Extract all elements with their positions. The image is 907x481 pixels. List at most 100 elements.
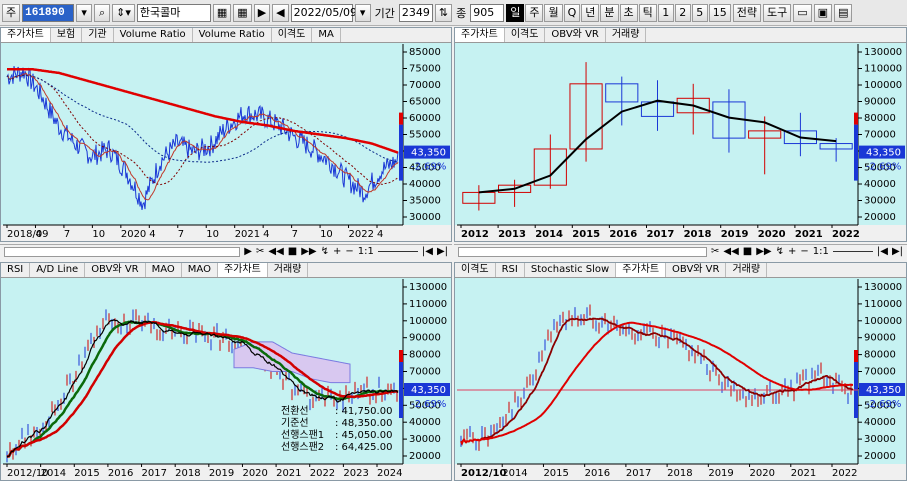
ma-long-line [7, 68, 399, 154]
panel-tab-2[interactable]: Stochastic Slow [525, 263, 617, 277]
first-page-icon[interactable]: |◀ [876, 246, 888, 257]
y-tick-label: 70000 [864, 367, 896, 378]
x-tick-label: 2016 [609, 229, 637, 240]
x-tick-label: 10 [320, 229, 333, 240]
interval-button-4[interactable]: 년 [581, 3, 600, 22]
draw-icon[interactable]: ↯ [775, 246, 784, 257]
panel-tab-0[interactable]: 주가차트 [1, 28, 51, 42]
panel-tab-6[interactable]: 거래량 [268, 263, 309, 277]
panel-tab-1[interactable]: RSI [496, 263, 525, 277]
price-chart-svg[interactable]: 8500075000700006500060000550005000045000… [1, 28, 451, 241]
minus-icon[interactable]: − [800, 246, 809, 257]
last-page-icon[interactable]: ▶| [436, 246, 448, 257]
panel-tab-0[interactable]: 주가차트 [455, 28, 505, 42]
strategy-button[interactable]: 전략 [732, 3, 762, 22]
interval-button-8[interactable]: 1 [657, 3, 674, 22]
x-tick-label: 2015 [74, 468, 99, 479]
panel-tab-3[interactable]: 거래량 [606, 28, 647, 42]
panel-tab-0[interactable]: 이격도 [455, 263, 496, 277]
y-tick-label: 30000 [864, 434, 896, 445]
favorite-button[interactable]: ▦ [212, 3, 232, 22]
panel-tab-2[interactable]: OBV와 VR [545, 28, 606, 42]
panel-tab-3[interactable]: 주가차트 [616, 263, 667, 277]
zoom-out-icon[interactable]: ◀◀ [268, 246, 284, 257]
stop-icon[interactable]: ■ [287, 246, 298, 257]
panel-tab-4[interactable]: MAO [182, 263, 218, 277]
tools-button[interactable]: 도구 [763, 3, 792, 22]
date-input[interactable]: 2022/05/09 [290, 3, 357, 22]
scroll-left-icon[interactable]: ▶ [244, 246, 252, 257]
x-tick-label: 2019 [209, 468, 234, 479]
minus-icon[interactable]: − [345, 246, 354, 257]
last-page-icon[interactable]: ▶| [891, 246, 903, 257]
link-button[interactable]: ▦ [233, 3, 252, 22]
panel-tab-1[interactable]: 이격도 [505, 28, 546, 42]
chart-panel-top-left[interactable]: 주가차트 보험 기관 Volume Ratio Volume Ratio 이격도 MA 850… [0, 27, 452, 242]
interval-button-7[interactable]: 틱 [638, 3, 657, 22]
y-tick-label: 110000 [409, 299, 447, 310]
scrollbar-track-left[interactable] [4, 246, 241, 257]
panel-tab-2[interactable]: OBV와 VR [85, 263, 146, 277]
prev-arrow-icon[interactable]: ◀ [272, 3, 289, 22]
chart-panel-bottom-right[interactable]: 이격도 RSI Stochastic Slow 주가차트 OBV와 VR 거래량 13000… [454, 262, 907, 481]
next-arrow-icon[interactable]: ▶ [253, 3, 271, 22]
stock-code-input[interactable]: 161890 [22, 3, 75, 22]
panel-tab-0[interactable]: RSI [1, 263, 31, 277]
interval-button-3[interactable]: Q [563, 3, 581, 22]
draw-icon[interactable]: ↯ [320, 246, 329, 257]
interval-button-9[interactable]: 2 [674, 3, 691, 22]
interval-button-5[interactable]: 분 [600, 3, 619, 22]
panel-tab-3[interactable]: MAO [146, 263, 182, 277]
panel-tab-4[interactable]: OBV와 VR [666, 263, 727, 277]
price-chart-svg[interactable]: 1300001100001000009000080000700006000050… [1, 263, 451, 480]
panel-tab-4[interactable]: Volume Ratio [193, 28, 272, 42]
stock-info-button[interactable]: ⇕▾ [112, 3, 135, 22]
panel-tab-2[interactable]: 기관 [82, 28, 114, 42]
plus-icon[interactable]: + [788, 246, 797, 257]
chart-panel-top-right[interactable]: 주가차트 이격도 OBV와 VR 거래량 130000 110000 100000 90000… [454, 27, 907, 242]
panel-tab-5[interactable]: 이격도 [272, 28, 313, 42]
scissor-icon[interactable]: ✂ [710, 246, 720, 257]
price-chart-svg[interactable]: 1300001100001000009000080000700006000050… [455, 263, 906, 480]
zoom-in-icon[interactable]: ▶▶ [756, 246, 772, 257]
period-stepper[interactable]: ⇅ [434, 3, 453, 22]
panel-tab-3[interactable]: Volume Ratio [114, 28, 193, 42]
panel-tab-1[interactable]: A/D Line [30, 263, 86, 277]
panel-tab-1[interactable]: 보험 [51, 28, 83, 42]
panel-tab-6[interactable]: MA [312, 28, 341, 42]
price-chart-svg[interactable]: 1300001100001000009000080000700006000050… [455, 28, 906, 241]
zoom-out-icon[interactable]: ◀◀ [723, 246, 739, 257]
scroll-control-right[interactable]: ✂ ◀◀ ■ ▶▶ ↯ + − 1:1 |◀ ▶| [454, 244, 907, 258]
scrollbar-track-right[interactable] [458, 246, 707, 257]
period-input[interactable]: 2349 [398, 3, 433, 22]
x-tick-label: 4 [35, 229, 41, 240]
plus-icon[interactable]: + [333, 246, 342, 257]
x-tick-label: 2016 [585, 468, 610, 479]
count-input[interactable]: 905 [470, 3, 505, 22]
mode-toggle-button[interactable]: 주 [2, 3, 21, 22]
code-dropdown-button[interactable]: ▾ [76, 3, 93, 22]
panel-tab-5[interactable]: 거래량 [726, 263, 768, 277]
scissor-icon[interactable]: ✂ [255, 246, 265, 257]
interval-button-2[interactable]: 월 [544, 3, 563, 22]
y-tick-label: 60000 [409, 113, 441, 124]
first-page-icon[interactable]: |◀ [421, 246, 433, 257]
stop-icon[interactable]: ■ [742, 246, 753, 257]
zoom-in-icon[interactable]: ▶▶ [301, 246, 317, 257]
save-icon[interactable]: ▣ [813, 3, 833, 22]
date-dropdown-button[interactable]: ▾ [354, 3, 371, 22]
search-icon[interactable]: ⌕ [94, 3, 111, 22]
panel-tab-5[interactable]: 주가차트 [217, 263, 268, 277]
scroll-control-left[interactable]: ▶ ✂ ◀◀ ■ ▶▶ ↯ + − 1:1 |◀ ▶| [0, 244, 452, 258]
chart-panel-bottom-left[interactable]: RSI A/D Line OBV와 VR MAO MAO 주가차트 거래량 130000 110… [0, 262, 452, 481]
print-icon[interactable]: ▤ [834, 3, 853, 22]
folder-icon[interactable]: ▭ [793, 3, 812, 22]
zoom-slider[interactable] [377, 251, 418, 252]
interval-button-0[interactable]: 일 [506, 3, 525, 22]
interval-button-1[interactable]: 주 [525, 3, 544, 22]
x-tick-label: 10 [92, 229, 105, 240]
interval-button-11[interactable]: 15 [708, 3, 731, 22]
zoom-slider[interactable] [832, 251, 873, 252]
interval-button-10[interactable]: 5 [691, 3, 708, 22]
interval-button-6[interactable]: 초 [619, 3, 638, 22]
